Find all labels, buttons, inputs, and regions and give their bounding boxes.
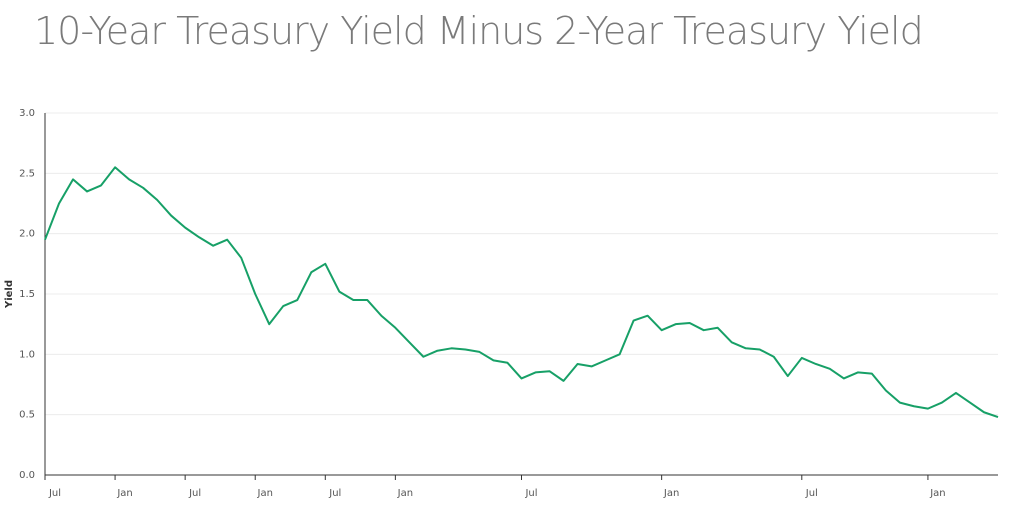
x-tick-label: Jul [328, 488, 341, 499]
x-tick-label: Jan [397, 488, 413, 499]
x-tick-label: Jan [929, 488, 945, 499]
y-tick-label: 3.0 [19, 108, 35, 119]
x-tick-label: Jul [524, 488, 537, 499]
x-tick-label: Jul [188, 488, 201, 499]
x-tick-label: Jan [257, 488, 273, 499]
y-tick-label: 0.5 [19, 410, 35, 421]
y-tick-label: 2.0 [19, 229, 35, 240]
y-tick-label: 1.0 [19, 349, 35, 360]
chart-title: 10-Year Treasury Yield Minus 2-Year Trea… [34, 9, 923, 53]
y-tick-label: 1.5 [19, 289, 35, 300]
x-tick-label: Jan [663, 488, 679, 499]
x-tick-label: Jan [116, 488, 132, 499]
x-tick-label: Jul [48, 488, 61, 499]
y-axis-label: Yield [4, 280, 15, 309]
y-tick-label: 0.0 [19, 470, 35, 481]
y-tick-label: 2.5 [19, 168, 35, 179]
line [44, 166, 999, 419]
x-tick-label: Jul [805, 488, 818, 499]
